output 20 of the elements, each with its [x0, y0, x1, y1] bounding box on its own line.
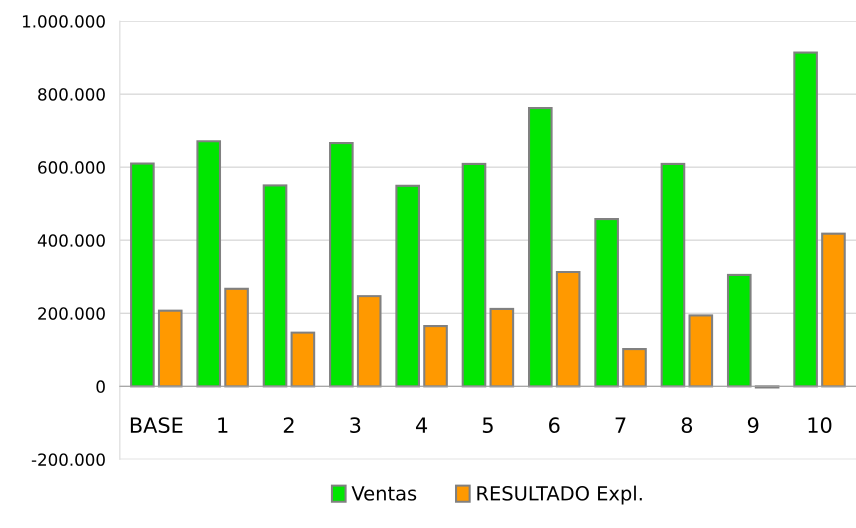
- y-tick-label: 600.000: [38, 161, 105, 174]
- y-tick-label: 400.000: [38, 234, 105, 247]
- x-tick-label: 6: [549, 417, 560, 433]
- legend-label: RESULTADO Expl.: [477, 486, 642, 504]
- y-tick-label: 1.000.000: [22, 15, 105, 28]
- y-tick-label: 200.000: [38, 307, 105, 320]
- y-tick-label: -200.000: [32, 453, 105, 466]
- x-tick-label: BASE: [130, 417, 182, 433]
- x-tick-label: 2: [284, 417, 294, 433]
- x-tick-label: 10: [808, 417, 832, 433]
- x-tick-label: 1: [218, 418, 228, 433]
- x-tick-label: 8: [682, 417, 692, 433]
- legend-label: Ventas: [352, 486, 416, 501]
- x-tick-label: 9: [748, 417, 758, 433]
- x-tick-label: 3: [350, 417, 360, 433]
- x-tick-label: 4: [416, 418, 428, 433]
- x-tick-label: 7: [616, 418, 626, 433]
- y-tick-label: 800.000: [38, 88, 105, 101]
- x-tick-label: 5: [482, 418, 493, 433]
- y-tick-label: 0: [96, 380, 105, 393]
